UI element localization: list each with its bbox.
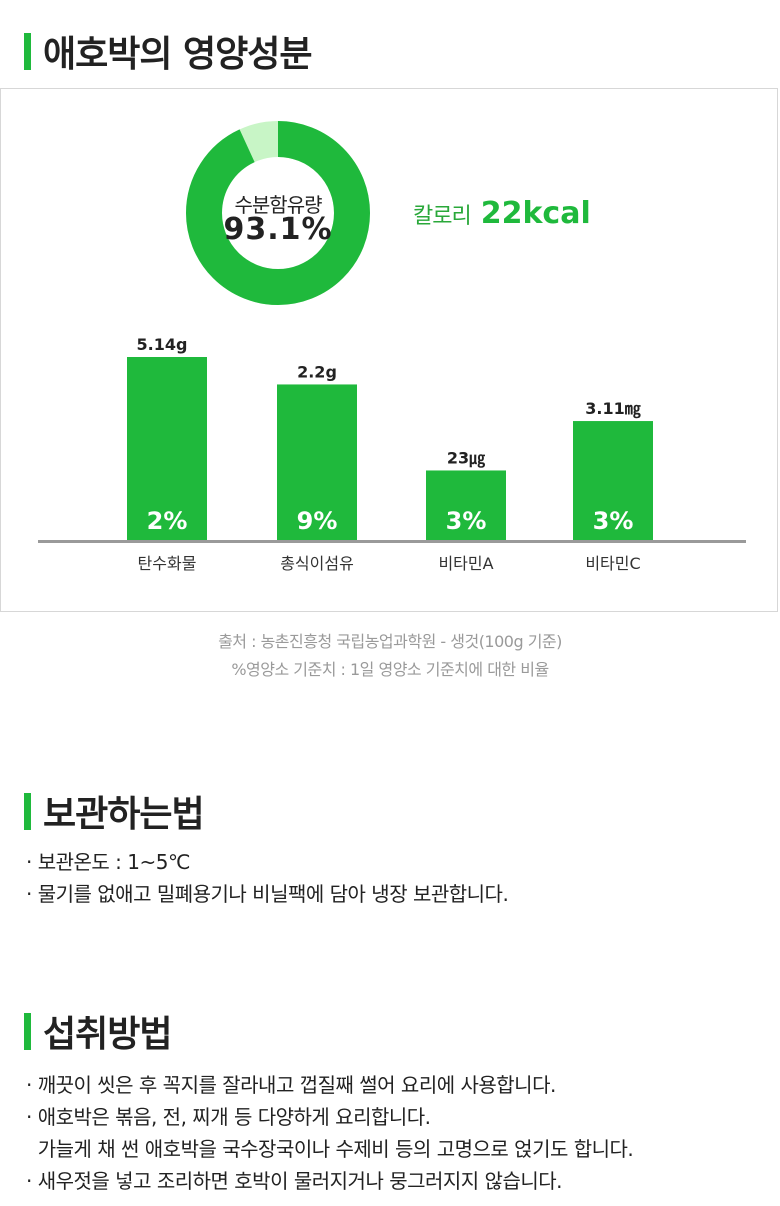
intake-item: · 새우젓을 넣고 조리하면 호박이 물러지거나 뭉그러지지 않습니다. <box>26 1169 563 1193</box>
intake-item: 가늘게 채 썬 애호박을 국수장국이나 수제비 등의 고명으로 얹기도 합니다. <box>26 1137 634 1161</box>
storage-item: · 보관온도 : 1~5℃ <box>26 850 190 874</box>
title-accent-bar <box>24 1012 31 1050</box>
calorie-info: 칼로리 22kcal <box>413 196 591 231</box>
calorie-label: 칼로리 <box>413 204 472 229</box>
nutrition-title: 애호박의 영양성분 <box>43 34 312 75</box>
source-note: 출처 : 농촌진흥청 국립농업과학원 - 생것(100g 기준) <box>218 632 562 651</box>
daily-value-note: %영양소 기준치 : 1일 영양소 기준치에 대한 비율 <box>231 660 549 679</box>
moisture-label: 수분함유량 <box>234 193 323 217</box>
nutrition-section-title: 애호박의 영양성분 <box>24 25 312 77</box>
intake-item: · 애호박은 볶음, 전, 찌개 등 다양하게 요리합니다. <box>26 1105 431 1129</box>
intake-section-title: 섭취방법 <box>24 1005 172 1057</box>
storage-item: · 물기를 없애고 밀폐용기나 비닐팩에 담아 냉장 보관합니다. <box>26 882 509 906</box>
storage-section-title: 보관하는법 <box>24 785 205 837</box>
storage-title: 보관하는법 <box>43 794 205 835</box>
intake-title: 섭취방법 <box>43 1014 172 1055</box>
nutrition-chart-box <box>0 88 778 612</box>
intake-item: · 깨끗이 씻은 후 꼭지를 잘라내고 껍질째 썰어 요리에 사용합니다. <box>26 1073 556 1097</box>
moisture-value: 93.1% <box>223 212 333 247</box>
title-accent-bar <box>24 792 31 830</box>
title-accent-bar <box>24 32 31 70</box>
calorie-value: 22kcal <box>480 196 591 231</box>
